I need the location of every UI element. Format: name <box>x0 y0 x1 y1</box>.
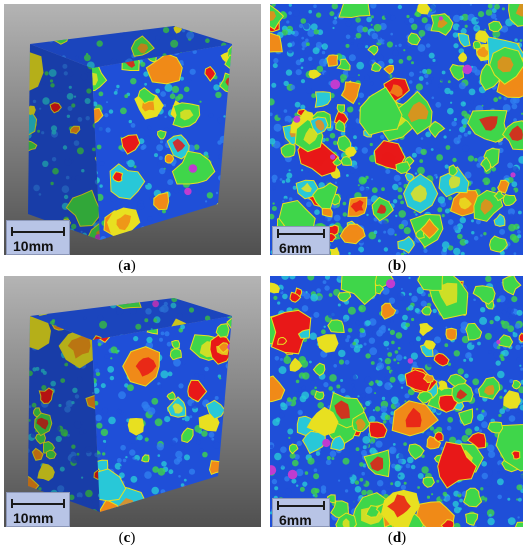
scale-label-c: 10mm <box>13 510 54 526</box>
caption-a: (a) <box>118 258 136 274</box>
slice-render-b <box>270 4 523 255</box>
scale-bar-c: 10mm <box>6 492 70 527</box>
caption-c: (c) <box>118 530 136 546</box>
panel-b-slice: 6mm <box>270 4 523 255</box>
panel-c-cube: 10mm <box>4 276 261 527</box>
scale-bar-b: 6mm <box>272 226 330 255</box>
cube-render-a <box>4 4 261 255</box>
scale-label-a: 10mm <box>13 238 54 254</box>
panel-d-slice: 6mm <box>270 276 523 527</box>
scale-label-d: 6mm <box>279 512 312 527</box>
scale-bar-a: 10mm <box>6 220 70 255</box>
caption-b: (b) <box>387 258 407 274</box>
panel-a-cube: 10mm <box>4 4 261 255</box>
caption-d: (d) <box>387 530 407 546</box>
cube-render-c <box>4 276 261 527</box>
scale-label-b: 6mm <box>279 240 312 255</box>
slice-render-d <box>270 276 523 527</box>
scale-bar-d: 6mm <box>272 498 330 527</box>
